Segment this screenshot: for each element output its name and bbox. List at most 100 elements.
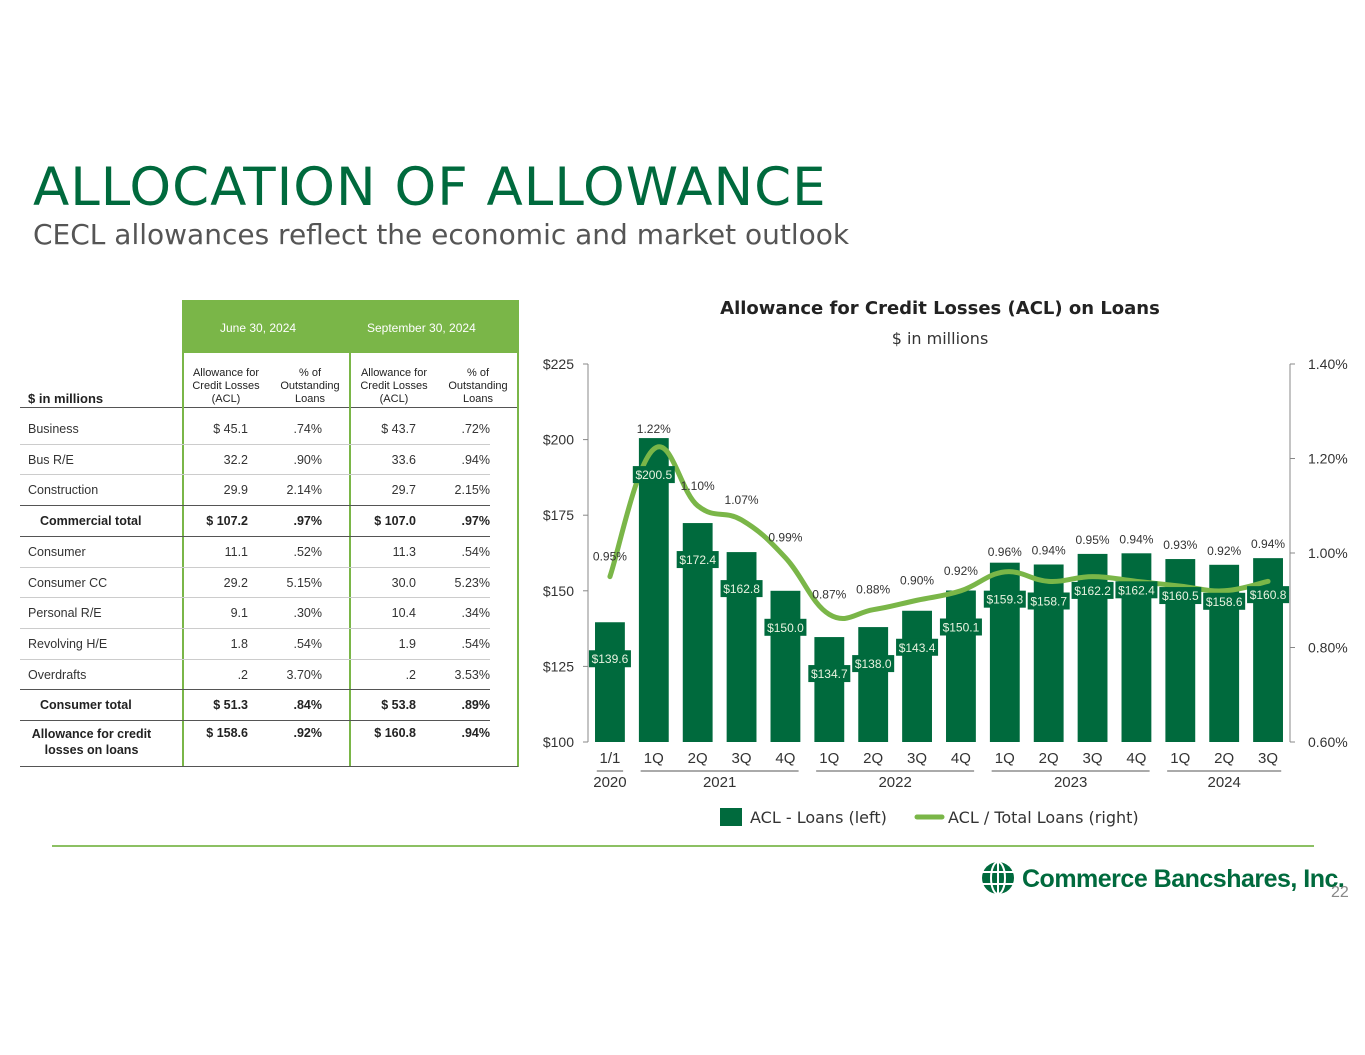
row-value: 5.15% — [286, 575, 322, 590]
x-tick-label: 3Q — [1083, 750, 1103, 767]
row-label: Revolving H/E — [28, 636, 108, 651]
bar-label-bg — [588, 650, 631, 668]
page-number: 22 — [1331, 884, 1349, 901]
row-value: 29.2 — [223, 575, 248, 590]
bar-label-bg — [896, 638, 939, 656]
y-left-tick-label: $200 — [543, 432, 574, 448]
bar-label-bg — [1247, 586, 1290, 604]
row-value: 11.3 — [392, 544, 416, 559]
row-label: Personal R/E — [28, 606, 102, 621]
header-rule — [20, 407, 518, 408]
row-value: 29.9 — [223, 483, 248, 498]
bar-label-bg — [1071, 581, 1114, 599]
row-label: Construction — [28, 483, 99, 498]
row-label: Overdrafts — [28, 667, 87, 682]
x-tick-label: 2Q — [863, 750, 883, 767]
row-value: 32.2 — [223, 452, 248, 467]
table-row: Consumer CC 29.2 5.15% 30.0 5.23% — [20, 567, 490, 598]
x-tick-label: 2Q — [1039, 750, 1059, 767]
row-separator — [20, 474, 490, 476]
legend-bar-label: ACL - Loans (left) — [750, 808, 887, 827]
bottom-rule — [20, 766, 518, 767]
year-label: 2024 — [1208, 774, 1241, 791]
table-row: Construction 29.9 2.14% 29.7 2.15% — [20, 474, 490, 505]
row-value: 29.7 — [391, 483, 416, 498]
company-name: Commerce Bancshares, Inc. — [1022, 865, 1345, 893]
row-value: $ 51.3 — [213, 698, 248, 713]
year-label: 2023 — [1054, 774, 1087, 791]
table-row: Personal R/E 9.1 .30% 10.4 .34% — [20, 597, 490, 628]
line-data-label: 0.88% — [856, 583, 890, 597]
page-title: ALLOCATION OF ALLOWANCE — [33, 157, 827, 218]
row-label: Consumer total — [40, 698, 132, 713]
row-value: .92% — [293, 726, 323, 740]
row-separator — [20, 505, 490, 507]
row-value: .52% — [293, 544, 323, 559]
table-row: Allowance for credit losses on loans $ 15… — [20, 720, 490, 772]
row-value: 10.4 — [391, 606, 416, 621]
row-separator — [20, 566, 490, 568]
x-tick-label: 1Q — [644, 750, 664, 767]
row-value: .54% — [461, 636, 491, 651]
bar-label-bg — [1203, 592, 1246, 610]
chart-title: Allowance for Credit Losses (ACL) on Loa… — [720, 298, 1160, 319]
line-data-label: 1.22% — [637, 422, 671, 436]
bar-label-bg — [632, 466, 675, 484]
x-tick-label: 4Q — [951, 750, 971, 767]
row-label: Consumer — [28, 544, 86, 559]
row-separator — [20, 443, 490, 445]
bar-data-label: $160.5 — [1162, 589, 1199, 603]
x-tick-label: 2Q — [1214, 750, 1234, 767]
line-data-label: 0.94% — [1251, 537, 1285, 551]
line-data-label: 0.96% — [988, 545, 1022, 559]
bar-label-bg — [983, 590, 1026, 608]
bar — [989, 562, 1020, 742]
x-tick-label: 1Q — [819, 750, 839, 767]
line-data-label: 0.94% — [1119, 532, 1153, 546]
y-right-tick-label: 1.20% — [1308, 451, 1348, 467]
row-value: 33.6 — [391, 452, 416, 467]
row-value: 1.9 — [398, 636, 416, 651]
x-tick-label: 1Q — [1170, 750, 1190, 767]
col-divider-left — [182, 353, 184, 767]
row-label: Bus R/E — [28, 452, 74, 467]
row-value: .94% — [461, 452, 491, 467]
row-value: 3.53% — [454, 667, 490, 682]
row-value: 5.23% — [454, 575, 490, 590]
y-left-tick-label: $100 — [543, 734, 574, 750]
row-value: $ 107.2 — [206, 514, 248, 529]
row-value: .97% — [461, 514, 491, 529]
table-row: Overdrafts .2 3.70% .2 3.53% — [20, 659, 490, 690]
row-value: .84% — [293, 698, 323, 713]
bar — [946, 590, 976, 742]
line-data-label: 0.90% — [900, 573, 934, 587]
row-value: $ 160.8 — [374, 726, 416, 740]
units-label: $ in millions — [28, 391, 104, 406]
y-right-tick-label: 0.80% — [1308, 640, 1348, 656]
bar-label-bg — [939, 618, 982, 636]
bar-data-label: $159.3 — [986, 593, 1023, 607]
line-data-label: 0.95% — [1076, 533, 1110, 547]
col-header-acl-june: Allowance for Credit Losses (ACL) — [192, 367, 260, 405]
bar-label-bg — [808, 665, 851, 683]
period-june: June 30, 2024 — [220, 321, 297, 335]
bar-data-label: $162.4 — [1118, 583, 1155, 597]
table-row: Revolving H/E 1.8 .54% 1.9 .54% — [20, 628, 490, 659]
line-data-label: 1.10% — [681, 479, 715, 493]
row-value: .34% — [461, 606, 491, 621]
table-row: Bus R/E 32.2 .90% 33.6 .94% — [20, 444, 490, 475]
row-value: $ 45.1 — [213, 422, 248, 436]
globe-icon — [982, 861, 1014, 895]
row-value: .54% — [461, 544, 491, 559]
bar-label-bg — [1159, 587, 1202, 605]
page-subtitle: CECL allowances reflect the economic and… — [33, 218, 850, 251]
period-september: September 30, 2024 — [367, 321, 476, 335]
bar-label-bg — [764, 618, 807, 636]
bar-data-label: $150.1 — [943, 620, 980, 634]
row-separator — [20, 720, 490, 721]
x-tick-label: 2Q — [688, 750, 708, 767]
x-tick-label: 1/1 — [600, 750, 621, 767]
bar-label-bg — [676, 551, 719, 569]
legend-bar-swatch — [720, 808, 742, 826]
bar — [595, 622, 625, 742]
